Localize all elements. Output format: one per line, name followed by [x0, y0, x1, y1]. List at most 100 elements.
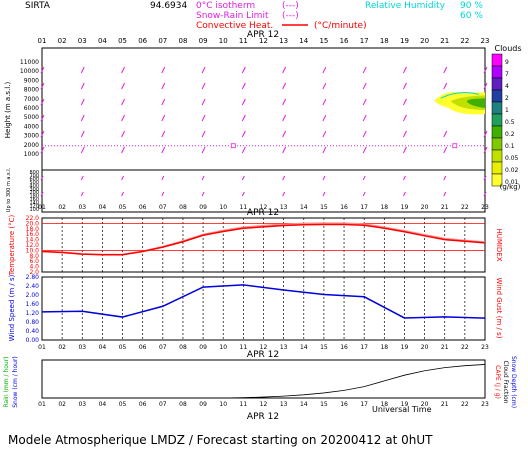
- wind-barb-low: [483, 175, 487, 181]
- height-tick-label-low: 700: [29, 173, 39, 179]
- hour-label-temp: 17: [360, 204, 368, 211]
- wind-barb: [201, 98, 206, 106]
- wind-barb: [282, 98, 287, 106]
- hour-label-top: 20: [420, 37, 429, 45]
- relative-humidity-90: 90 %: [460, 1, 483, 11]
- precip-panel: 01 02 03 04 05 06 07 08 09 10 11 12 13 14 15 16 17 18 19 20…: [3, 356, 517, 422]
- cloud-legend-title: Clouds: [494, 44, 521, 53]
- hour-label-bottom: 18: [380, 401, 388, 408]
- wind-barb: [121, 114, 125, 122]
- wind-barb: [403, 146, 407, 154]
- hour-label-bottom: 03: [78, 401, 86, 408]
- hour-label-temp: 18: [380, 204, 388, 211]
- hour-label-wind: 03: [78, 344, 86, 351]
- isotherm-marker: [230, 143, 236, 149]
- cloud-legend-level: 0.02: [505, 167, 519, 174]
- wind-barb: [161, 82, 166, 90]
- wind-barb-low: [121, 191, 124, 197]
- hour-label-top: 17: [360, 37, 369, 45]
- wind-barb-low: [443, 191, 447, 197]
- hour-label-bottom: 09: [199, 401, 207, 408]
- wind-tick-label: 2.40: [26, 283, 40, 290]
- wind-barb: [443, 82, 448, 90]
- hour-label-wind: 01: [38, 344, 46, 351]
- hour-label-bottom: 06: [139, 401, 147, 408]
- hour-label-top: 10: [219, 37, 228, 45]
- wind-barb: [282, 130, 287, 138]
- hour-label-top: 08: [178, 37, 187, 45]
- hour-label-bottom: 19: [401, 401, 409, 408]
- wind-barb: [241, 98, 246, 106]
- hour-label-temp: 07: [159, 204, 167, 211]
- hour-label-temp: 23: [481, 204, 489, 211]
- legend-convective: Convective Heat.: [196, 21, 273, 31]
- hour-label-wind: 05: [119, 344, 127, 351]
- wind-barb-low: [403, 191, 406, 197]
- cloud-legend-level: 2: [505, 95, 509, 102]
- wind-barb: [121, 82, 125, 90]
- height-tick-label: 9000: [24, 77, 39, 84]
- height-tick-label: 6000: [24, 105, 39, 112]
- hour-label-bottom: 10: [219, 401, 227, 408]
- height-tick-label-low: 100: [29, 207, 39, 213]
- wind-barb-low: [362, 191, 366, 197]
- hour-label-wind: 16: [340, 344, 348, 351]
- hour-label-top: 11: [239, 37, 248, 45]
- hour-label-top: 09: [199, 37, 208, 45]
- wind-barb-low: [443, 175, 447, 181]
- wind-barb-low: [40, 191, 44, 197]
- cloud-legend-swatch: [491, 149, 503, 163]
- wind-barb-low: [362, 175, 366, 181]
- height-tick-label-low: 300: [29, 187, 39, 193]
- hour-label-bottom: 04: [99, 401, 107, 408]
- hour-label-top: 16: [340, 37, 349, 45]
- height-tick-label-low: 120: [29, 204, 39, 210]
- height-tick-label: 1000: [24, 151, 39, 158]
- cloud-legend: Clouds 9 7 4 2 1 0.5 0.2 0.1 0.05 0.02 0.01(g/kg): [491, 44, 522, 191]
- relative-humidity-label: Relative Humidity: [365, 1, 446, 11]
- wind-barb: [80, 82, 85, 90]
- temp-tick-label: 18.0: [26, 226, 40, 233]
- temperature-panel: APR 12 01 02 03 04 05 06 07 08 09 10 11 12 13 14 15 16 17…: [8, 204, 503, 276]
- hour-label-wind: 04: [99, 344, 107, 351]
- legend-convective-unit: (°C/minute): [314, 21, 367, 31]
- wind-tick-label: 0.80: [26, 319, 40, 326]
- wind-barb: [201, 66, 206, 74]
- universal-time-label: Universal Time: [372, 405, 432, 414]
- relative-humidity-60: 60 %: [460, 11, 483, 21]
- cloud-legend-swatch: [491, 137, 503, 151]
- wind-gust-axis-label: Wind Gust (m / s): [495, 277, 503, 338]
- hour-label-temp: 03: [78, 204, 86, 211]
- wind-series-line: [41, 284, 486, 319]
- wind-barb: [443, 130, 448, 138]
- height-tick-label-low: 600: [29, 177, 39, 183]
- hour-label-bottom: 22: [461, 401, 469, 408]
- cloud-legend-unit: (g/kg): [500, 183, 521, 191]
- snow-depth-axis-label: Snow Depth (cm): [510, 356, 517, 408]
- wind-axis-label: Wind Speed (m / s): [8, 274, 16, 341]
- station-name: SIRTA: [25, 1, 51, 11]
- wind-barb-low: [161, 191, 165, 197]
- hour-label-bottom: 16: [340, 401, 348, 408]
- wind-barb: [40, 146, 45, 154]
- caption: Modele Atmospherique LMDZ / Forecast sta…: [8, 433, 433, 447]
- cloud-legend-swatch: [491, 77, 503, 91]
- wind-barb: [362, 66, 367, 74]
- wind-tick-label: 0.40: [26, 328, 40, 335]
- wind-barb: [443, 146, 448, 154]
- hour-label-wind: 06: [139, 344, 147, 351]
- height-tick-label-low: 180: [29, 194, 39, 200]
- wind-barb: [121, 146, 125, 154]
- wind-panel: 2.80 2.40 2.00 1.60 1.20 0.80 0.40 0.00 Wind Spe…: [8, 274, 503, 360]
- wind-barb: [201, 82, 206, 90]
- hour-label-temp: 06: [139, 204, 147, 211]
- hour-label-bottom: 23: [481, 401, 489, 408]
- wind-barb: [241, 82, 246, 90]
- temp-tick-label: 8.0: [29, 253, 39, 260]
- hour-label-wind: 20: [421, 344, 429, 351]
- wind-barb: [403, 66, 407, 74]
- wind-barb-low: [403, 175, 406, 181]
- cloud-legend-level: 7: [505, 71, 509, 78]
- hour-label-temp: 15: [320, 204, 328, 211]
- wind-barb: [443, 66, 448, 74]
